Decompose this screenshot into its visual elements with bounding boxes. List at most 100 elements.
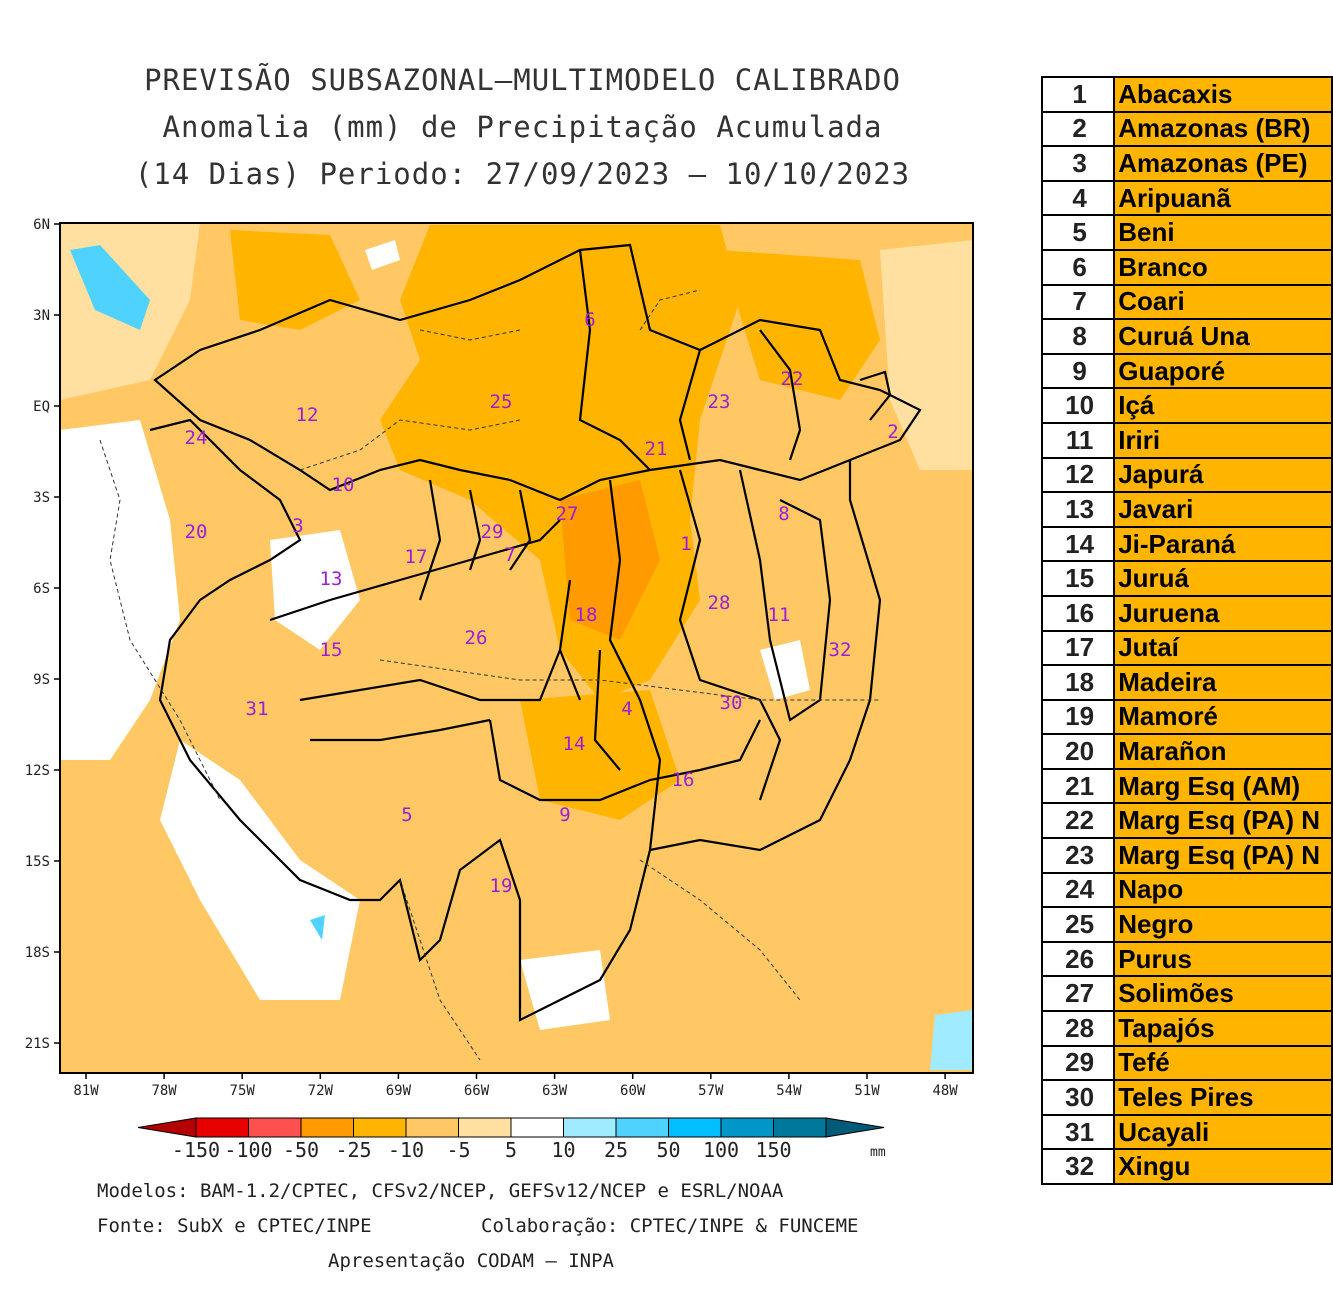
colorbar-tick-label: 10	[551, 1138, 575, 1162]
lat-label: 12S	[25, 763, 50, 779]
legend-number: 2	[1040, 110, 1116, 148]
footer-source: Fonte: SubX e CPTEC/INPE	[97, 1215, 372, 1237]
colorbar-segment	[353, 1117, 407, 1138]
basin-label: 23	[708, 391, 731, 413]
basin-label: 26	[465, 627, 488, 649]
legend-basin-name: Tefé	[1113, 1044, 1333, 1082]
legend-basin-name: Coari	[1113, 283, 1333, 321]
legend-row: 18 Madeira	[1040, 664, 1333, 701]
basin-label: 19	[490, 875, 513, 897]
basin-label: 27	[556, 503, 579, 525]
legend-basin-name: Içá	[1113, 387, 1333, 424]
lat-label: 6N	[33, 217, 50, 233]
field-blue-patch	[310, 915, 325, 940]
basin-label: 20	[185, 521, 208, 543]
lat-label: 3N	[33, 308, 50, 324]
lat-label: 18S	[25, 945, 50, 961]
legend-number: 23	[1040, 837, 1116, 874]
legend-basin-name: Teles Pires	[1113, 1079, 1333, 1116]
legend-number: 9	[1040, 352, 1116, 390]
basin-label: 31	[246, 698, 269, 720]
legend-number: 22	[1040, 802, 1116, 840]
colorbar-segment	[405, 1117, 459, 1138]
colorbar-segment	[510, 1117, 564, 1138]
legend-number: 1	[1040, 76, 1116, 113]
colorbar-tick-label: 100	[703, 1138, 739, 1162]
field-core-region	[380, 225, 740, 700]
colorbar-right-arrow	[825, 1117, 885, 1138]
basin-label: 4	[621, 698, 632, 720]
legend-basin-name: Purus	[1113, 940, 1333, 978]
colorbar-segment	[563, 1117, 617, 1138]
legend-basin-name: Mamoré	[1113, 698, 1333, 736]
map-subtitle: Anomalia (mm) de Precipitação Acumulada	[162, 110, 883, 144]
legend-number: 11	[1040, 421, 1116, 459]
legend-row: 7 Coari	[1040, 283, 1333, 321]
field-ne-region	[720, 250, 880, 400]
basin-label: 7	[504, 544, 515, 566]
legend-row: 16 Juruena	[1040, 594, 1333, 632]
legend-row: 14 Ji-Paraná	[1040, 525, 1333, 563]
basin-label: 15	[320, 639, 343, 661]
legend-number: 15	[1040, 560, 1116, 597]
map-frame	[59, 222, 974, 1074]
legend-basin-name: Marg Esq (PA) N	[1113, 802, 1333, 840]
legend-row: 13 Javari	[1040, 491, 1333, 528]
lat-label: EQ	[33, 399, 50, 415]
lon-label: 78W	[151, 1083, 177, 1099]
legend-row: 24 Napo	[1040, 871, 1333, 909]
basin-boundaries	[149, 243, 922, 1022]
legend-row: 12 Japurá	[1040, 456, 1333, 494]
field-east-light	[880, 240, 973, 470]
lat-label: 9S	[33, 672, 50, 688]
legend-basin-name: Ucayali	[1113, 1113, 1333, 1151]
legend-row: 3 Amazonas (PE)	[1040, 145, 1333, 182]
lat-label: 21S	[25, 1036, 50, 1052]
colorbar-segment	[720, 1117, 774, 1138]
basin-label: 6	[584, 309, 595, 331]
colorbar-tick-label: -25	[335, 1138, 371, 1162]
legend-number: 21	[1040, 767, 1116, 805]
field-white-patch-2	[520, 950, 610, 1030]
legend-number: 12	[1040, 456, 1116, 494]
legend-basin-name: Marg Esq (PA) N	[1113, 837, 1333, 874]
legend-basin-name: Juruena	[1113, 594, 1333, 632]
legend-basin-name: Tapajós	[1113, 1010, 1333, 1047]
legend-basin-name: Javari	[1113, 491, 1333, 528]
legend-number: 26	[1040, 940, 1116, 978]
legend-row: 1 Abacaxis	[1040, 76, 1333, 113]
legend-number: 14	[1040, 525, 1116, 563]
lon-label: 54W	[776, 1083, 802, 1099]
basin-label: 11	[768, 604, 791, 626]
legend-number: 4	[1040, 179, 1116, 217]
legend-number: 8	[1040, 318, 1116, 355]
colorbar-segment	[668, 1117, 722, 1138]
basin-label: 25	[490, 391, 513, 413]
lon-label: 69W	[386, 1083, 412, 1099]
basin-label: 5	[401, 804, 412, 826]
legend-number: 32	[1040, 1148, 1116, 1185]
colorbar-tick-label: -50	[283, 1138, 319, 1162]
basin-label: 16	[672, 769, 695, 791]
basin-label: 22	[781, 368, 804, 390]
legend-row: 9 Guaporé	[1040, 352, 1333, 390]
legend-row: 5 Beni	[1040, 214, 1333, 251]
field-javari-white	[270, 530, 360, 650]
basin-label: 14	[563, 733, 586, 755]
basin-label: 24	[185, 427, 208, 449]
map-period: (14 Dias) Periodo: 27/09/2023 – 10/10/20…	[134, 157, 911, 191]
lon-label: 72W	[308, 1083, 334, 1099]
basin-label: 12	[296, 404, 319, 426]
basin-label: 1	[680, 533, 691, 555]
field-pacific-blue	[70, 245, 150, 330]
map-field	[60, 223, 973, 1073]
legend-row: 6 Branco	[1040, 248, 1333, 286]
colorbar-segment	[458, 1117, 512, 1138]
colorbar-tick-label: -150	[172, 1138, 220, 1162]
legend-row: 30 Teles Pires	[1040, 1079, 1333, 1116]
field-se-blue	[930, 1010, 973, 1070]
basin-label: 32	[829, 639, 852, 661]
field-white-patch-1	[365, 240, 400, 270]
legend-row: 31 Ucayali	[1040, 1113, 1333, 1151]
legend-basin-name: Solimões	[1113, 975, 1333, 1013]
